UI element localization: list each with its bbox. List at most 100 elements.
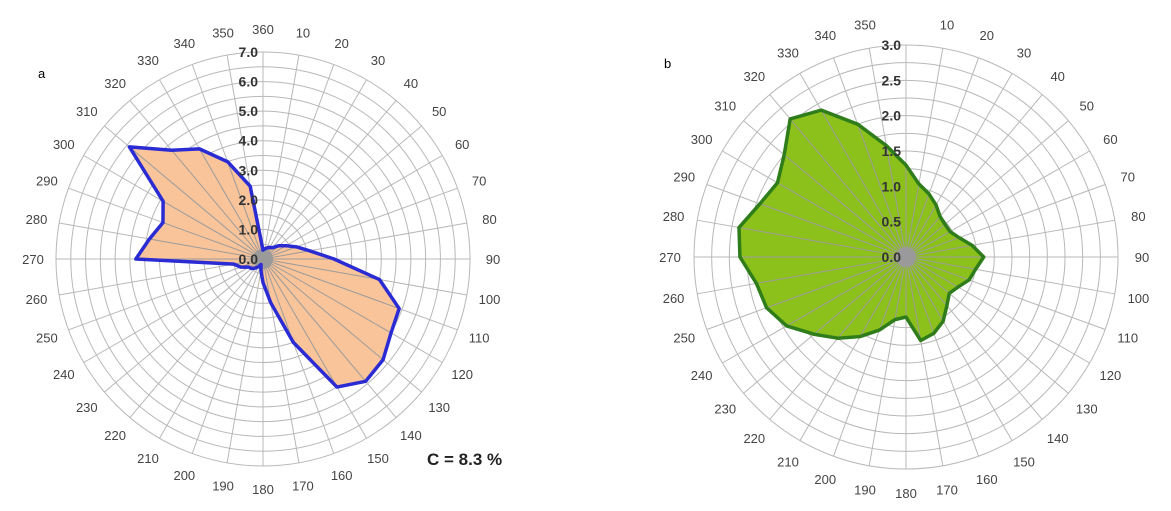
direction-label: 160 <box>976 472 998 487</box>
direction-label: 230 <box>714 402 736 417</box>
data-point <box>254 266 257 270</box>
direction-label: 70 <box>1121 169 1135 184</box>
direction-label: 170 <box>292 479 314 494</box>
direction-label: 120 <box>451 367 473 382</box>
data-point <box>257 265 260 268</box>
data-point <box>904 315 908 319</box>
data-point <box>271 246 274 249</box>
data-point <box>785 324 788 328</box>
data-point <box>269 301 272 304</box>
data-spoke <box>905 244 973 258</box>
data-spoke <box>198 148 264 260</box>
direction-label: 240 <box>691 368 713 383</box>
data-spoke <box>262 258 400 310</box>
data-point <box>943 223 947 226</box>
data-point <box>957 236 961 239</box>
direction-label: 240 <box>53 367 75 382</box>
data-spoke <box>759 203 907 258</box>
direction-label: 180 <box>252 482 274 497</box>
calm-annotation: C = 8.3 % <box>427 450 502 469</box>
data-point <box>904 163 908 167</box>
direction-label: 100 <box>1128 291 1150 306</box>
radial-tick-label: 0.5 <box>882 214 902 230</box>
data-point <box>239 265 242 269</box>
direction-label: 30 <box>1017 46 1031 61</box>
direction-label: 250 <box>673 331 695 346</box>
data-point <box>161 221 165 224</box>
direction-label: 300 <box>691 132 713 147</box>
direction-label: 40 <box>404 76 418 91</box>
data-point <box>982 255 985 259</box>
direction-label: 280 <box>663 209 685 224</box>
data-point <box>820 108 823 112</box>
panel-label: a <box>38 66 46 81</box>
data-spoke <box>885 145 907 258</box>
data-point <box>738 255 742 259</box>
data-point <box>885 144 888 147</box>
direction-label: 130 <box>1076 402 1098 417</box>
direction-label: 330 <box>777 46 799 61</box>
grid-spoke <box>262 155 443 260</box>
data-spoke <box>905 256 970 281</box>
data-point <box>938 215 942 218</box>
data-spoke <box>162 222 264 260</box>
data-point <box>389 331 393 335</box>
data-spoke <box>894 256 907 320</box>
direction-label: 350 <box>854 18 876 33</box>
radial-tick-label: 1.0 <box>239 221 259 237</box>
direction-label: 100 <box>479 292 501 307</box>
direction-label: 50 <box>1080 98 1094 113</box>
direction-label: 320 <box>743 69 765 84</box>
data-point <box>134 257 138 261</box>
grid-spoke <box>262 79 367 260</box>
center-hub <box>253 249 273 269</box>
data-spoke <box>905 256 959 288</box>
data-point <box>364 380 367 383</box>
grid-spoke <box>159 258 264 439</box>
direction-label: 40 <box>1050 69 1064 84</box>
data-point <box>198 147 201 151</box>
data-point <box>858 335 862 338</box>
direction-label: 290 <box>36 173 58 188</box>
direction-label: 140 <box>400 428 422 443</box>
direction-label: 210 <box>137 451 159 466</box>
data-spoke <box>837 256 907 339</box>
direction-label: 200 <box>173 468 195 483</box>
direction-label: 360 <box>252 22 274 37</box>
direction-label: 260 <box>26 292 48 307</box>
direction-label: 230 <box>76 400 98 415</box>
data-point <box>250 267 253 270</box>
data-spoke <box>905 256 976 270</box>
data-point <box>856 122 859 126</box>
data-spoke <box>859 256 907 337</box>
direction-label: 250 <box>36 331 58 346</box>
data-point <box>332 257 336 261</box>
radar-panel-a: 360 10 20 30 40 50 60 70 80 90 100 110 120 130 140 150 1… <box>22 22 502 497</box>
grid-spoke <box>68 258 264 331</box>
data-point <box>259 263 263 266</box>
grid-spoke <box>262 64 335 260</box>
data-spoke <box>777 182 907 258</box>
data-spoke <box>905 256 944 322</box>
data-spoke <box>905 183 920 258</box>
data-spoke <box>162 200 264 260</box>
direction-label: 50 <box>432 104 446 119</box>
data-point <box>758 202 762 206</box>
grid-spoke <box>226 258 264 463</box>
data-spoke <box>905 193 930 258</box>
data-spoke <box>878 256 907 331</box>
data-point <box>161 200 165 203</box>
data-point <box>941 320 945 323</box>
direction-label: 140 <box>1047 431 1069 446</box>
data-point <box>378 278 381 281</box>
direction-label: 330 <box>137 53 159 68</box>
direction-label: 70 <box>472 173 486 188</box>
radar-panel-b: 10 20 30 40 50 60 70 80 90 100 110 120 130 140 150 160 1… <box>659 18 1149 501</box>
data-spoke <box>905 256 948 307</box>
data-point <box>277 244 281 247</box>
direction-label: 320 <box>104 76 126 91</box>
radial-tick-label: 2.0 <box>882 108 902 124</box>
data-spoke <box>129 146 264 260</box>
data-spoke <box>783 154 907 258</box>
